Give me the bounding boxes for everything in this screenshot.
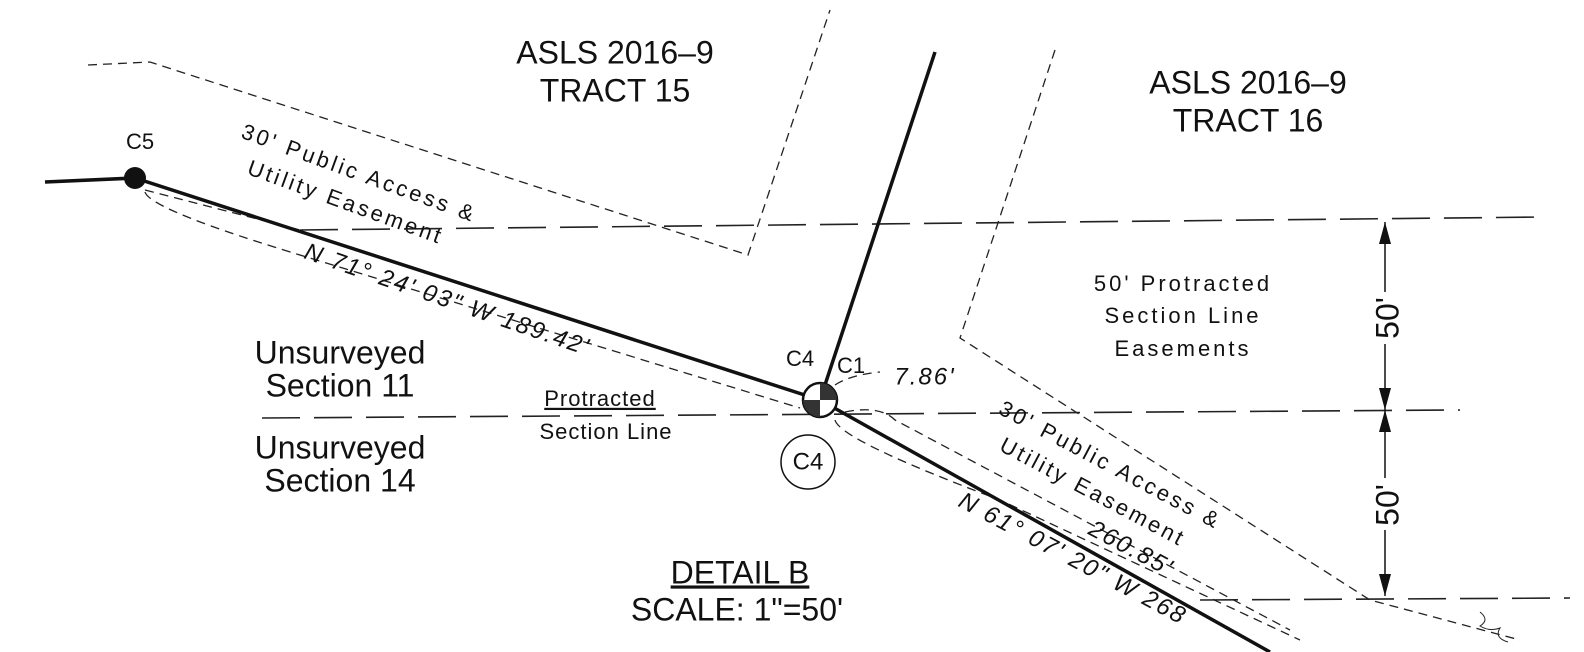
dimension-label: 50' bbox=[1369, 484, 1405, 526]
dimension-label: 50' bbox=[1369, 297, 1405, 339]
boundary-line bbox=[44, 176, 1271, 652]
corner-label: C4 bbox=[793, 448, 824, 475]
leader bbox=[834, 371, 881, 386]
tract-boundary bbox=[959, 49, 1521, 641]
corner-circle bbox=[780, 434, 836, 490]
corner-label: C5 bbox=[126, 129, 154, 154]
easement-label: 50' Protracted bbox=[1094, 271, 1272, 296]
tract-boundary bbox=[87, 9, 831, 256]
tract-number: TRACT 15 bbox=[540, 72, 691, 108]
tract-label: ASLS 2016–9 bbox=[516, 34, 714, 70]
section-label: Unsurveyed bbox=[255, 429, 426, 465]
corner-label: C4 bbox=[786, 346, 814, 371]
protracted-section-line bbox=[261, 409, 1461, 419]
arrowheads bbox=[1379, 222, 1391, 596]
corner-label: C1 bbox=[837, 353, 865, 378]
easement-offset bbox=[144, 191, 801, 409]
easement-offset bbox=[844, 409, 1291, 631]
tract-number: TRACT 16 bbox=[1173, 102, 1324, 138]
protracted-label: Protracted bbox=[544, 386, 656, 411]
easement-offset bbox=[834, 419, 1301, 641]
section-label: Unsurveyed bbox=[255, 334, 426, 370]
monument bbox=[124, 167, 146, 189]
easement-boundary bbox=[299, 216, 1546, 231]
monument-fill bbox=[803, 383, 837, 417]
detail-title: DETAIL B bbox=[671, 554, 810, 590]
protracted-label: Section Line bbox=[539, 419, 672, 444]
tract-label: ASLS 2016–9 bbox=[1149, 64, 1347, 100]
break-mark bbox=[1479, 611, 1509, 643]
detail-scale: SCALE: 1"=50' bbox=[631, 591, 843, 627]
dim-gap bbox=[1370, 478, 1400, 530]
section-label: Section 11 bbox=[266, 367, 415, 403]
distance: 7.86' bbox=[894, 363, 955, 390]
section-label: Section 14 bbox=[264, 462, 415, 498]
easement-label: Easements bbox=[1114, 336, 1251, 361]
easement-label: Section Line bbox=[1104, 303, 1261, 328]
easement-boundary bbox=[1199, 597, 1571, 601]
easement-line bbox=[144, 189, 301, 231]
dim-gap bbox=[1370, 292, 1400, 344]
boundary-line bbox=[818, 51, 937, 401]
